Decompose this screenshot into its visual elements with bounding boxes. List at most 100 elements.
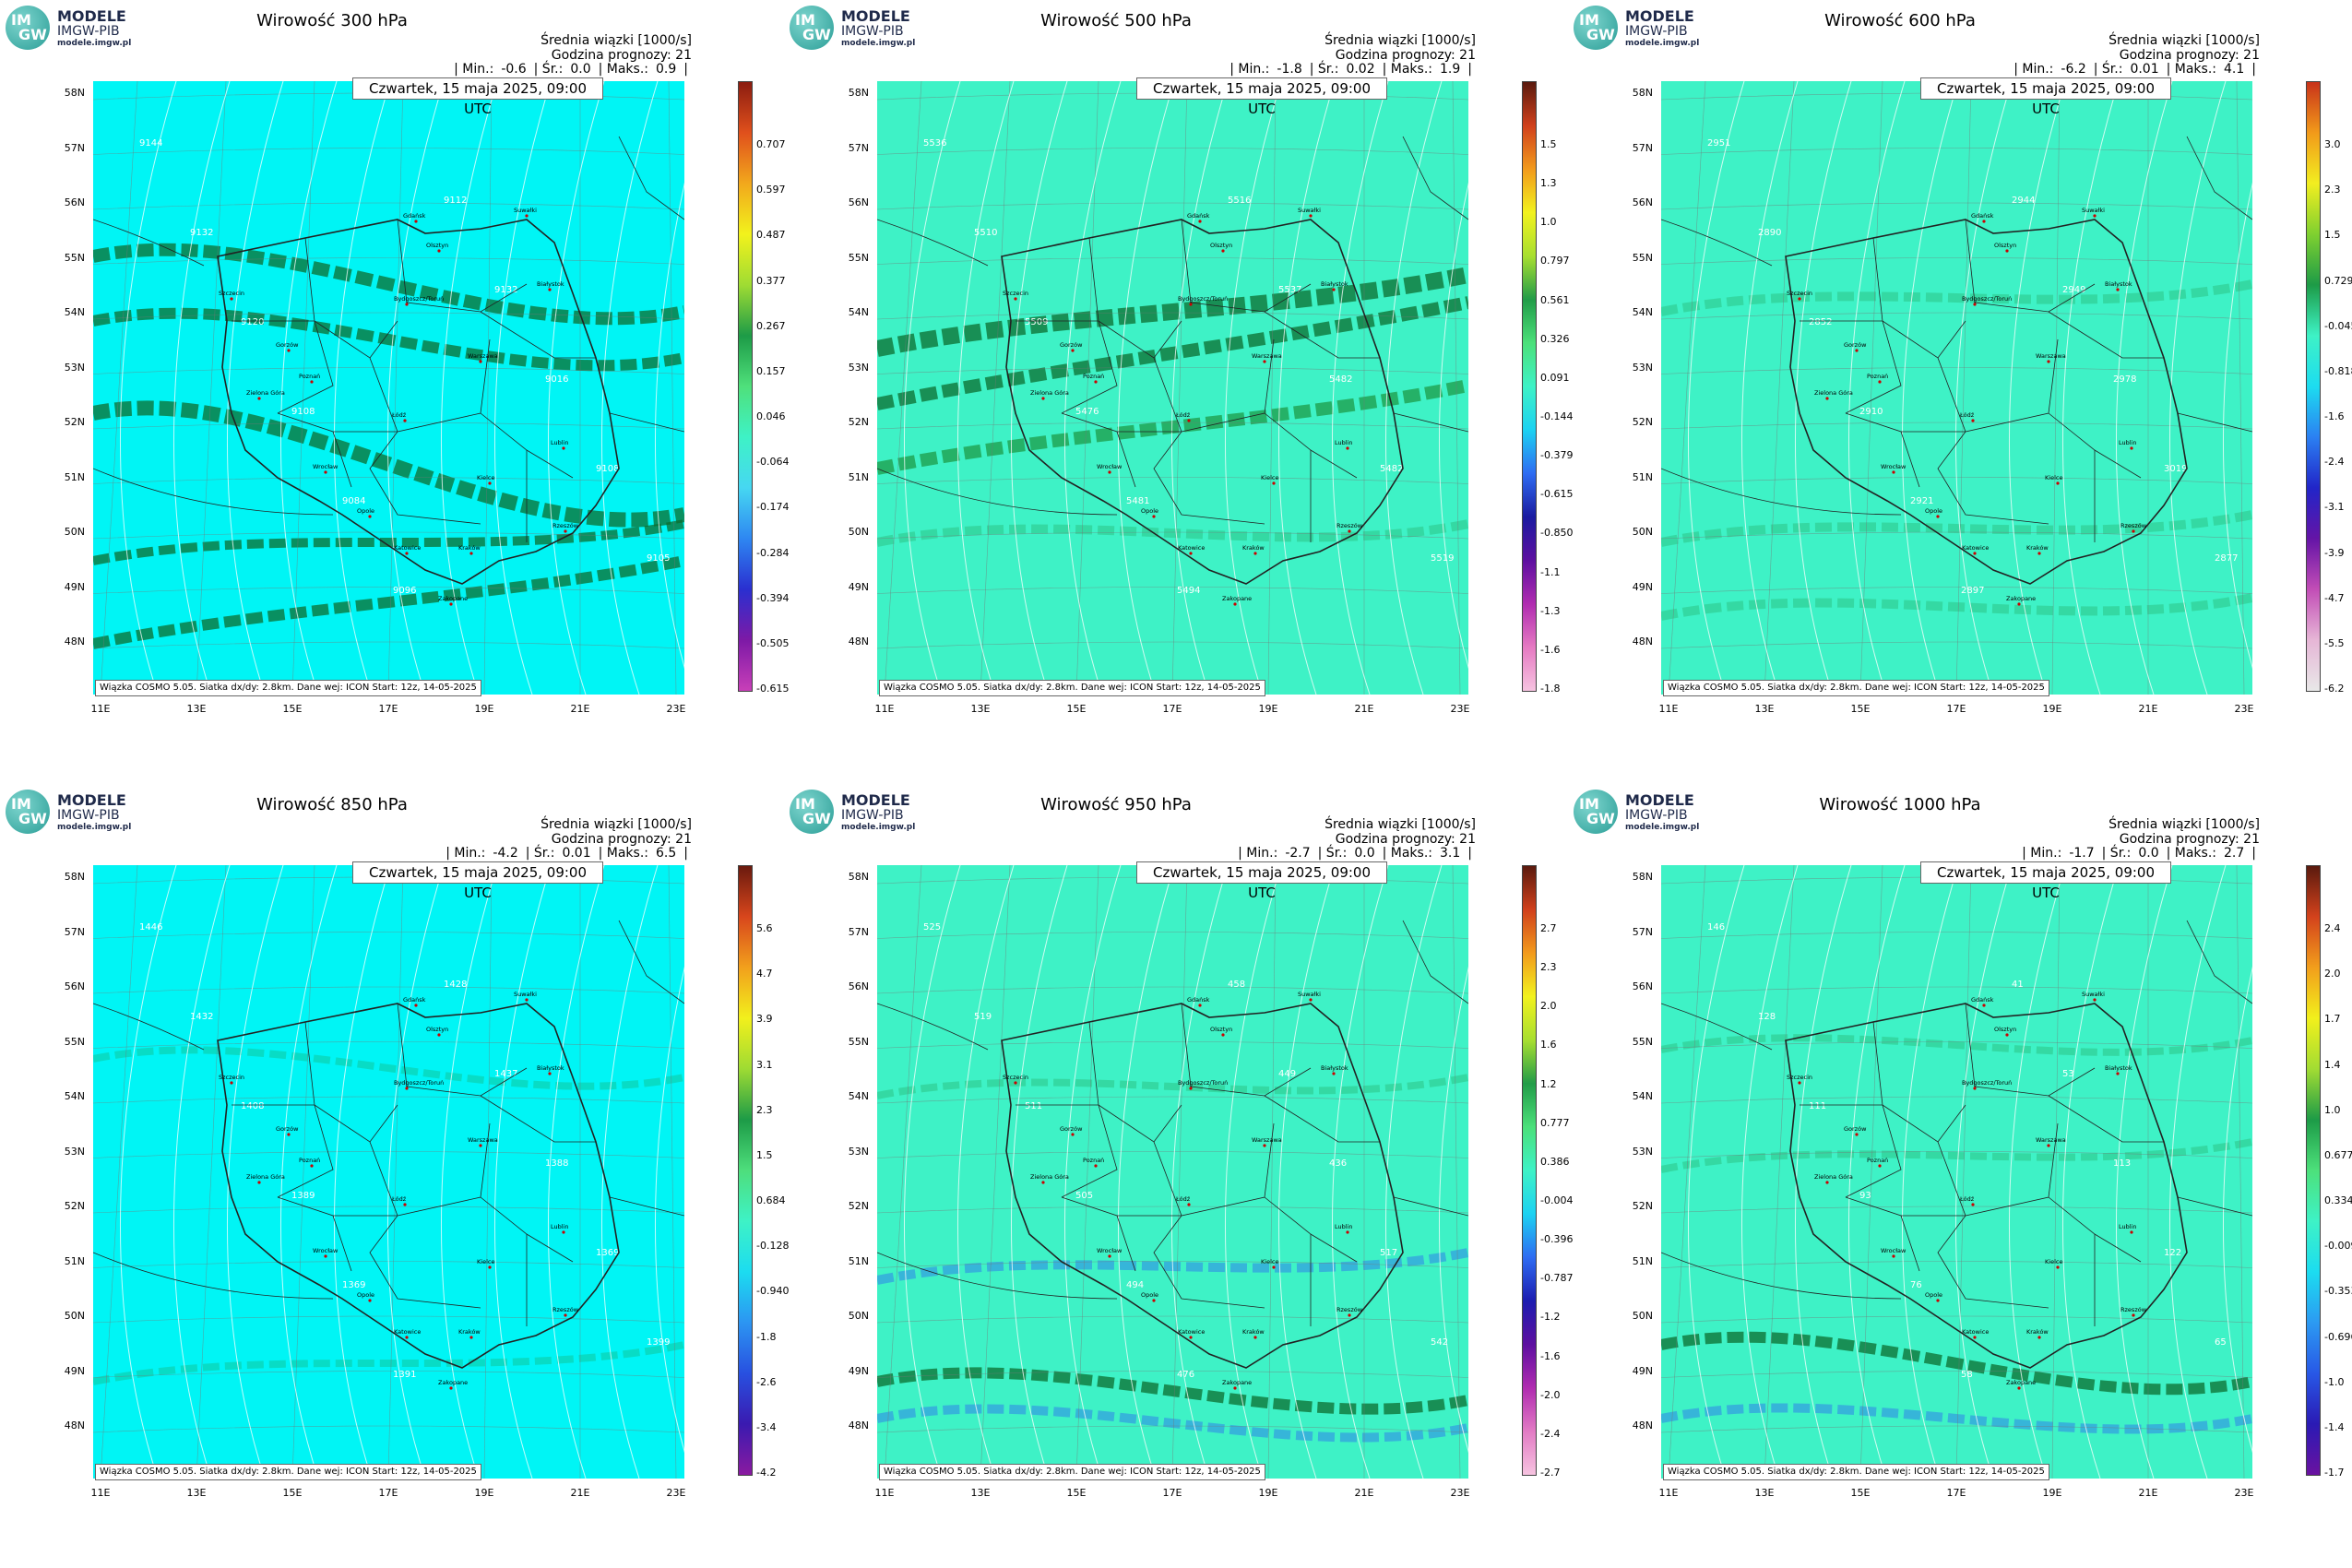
colorbar-tick-label: 1.4 bbox=[2324, 1058, 2341, 1071]
city-marker bbox=[1014, 1081, 1017, 1085]
latitude-tick-label: 50N bbox=[848, 1310, 869, 1322]
max-value: 4.1 bbox=[2224, 62, 2245, 77]
city-marker bbox=[405, 303, 409, 306]
longitude-tick-label: 23E bbox=[666, 1487, 686, 1499]
latitude-tick-label: 54N bbox=[64, 306, 85, 318]
longitude-tick-label: 13E bbox=[1754, 703, 1775, 715]
city-label: Zielona Góra bbox=[246, 389, 285, 397]
city-label: Olsztyn bbox=[426, 1026, 448, 1033]
map-area: 2951 2890 2852 2910 2921 2897 2944 2949 2978 3019… bbox=[1661, 81, 2252, 695]
contour-label: 2910 bbox=[1859, 407, 1883, 417]
colorbar bbox=[2306, 865, 2321, 1476]
vorticity-band bbox=[1661, 593, 2252, 621]
city-marker bbox=[1348, 1313, 1351, 1317]
latitude-tick-label: 55N bbox=[64, 1035, 85, 1048]
colorbar-tick-label: 0.377 bbox=[756, 274, 786, 287]
isohypse-line bbox=[1902, 81, 1959, 695]
longitude-tick-label: 19E bbox=[2042, 1487, 2062, 1499]
city-marker bbox=[1825, 1181, 1829, 1184]
neighbour-border bbox=[1661, 920, 2252, 1300]
map-panel: IM GW MODELE IMGW-PIB modele.imgw.pl Wirowość… bbox=[1568, 784, 2352, 1568]
contour-label: 5536 bbox=[923, 138, 946, 148]
longitude-line bbox=[196, 865, 227, 1479]
vorticity-band bbox=[93, 243, 684, 326]
colorbar-tick-label: -3.1 bbox=[2324, 501, 2345, 514]
isohypse-line bbox=[1171, 865, 1229, 1479]
isohypse-line bbox=[601, 865, 659, 1479]
colorbar-tick-label: 0.797 bbox=[1540, 255, 1570, 267]
city-marker bbox=[1189, 552, 1193, 555]
city-label: Białystok bbox=[537, 280, 564, 288]
city-marker bbox=[1152, 1299, 1156, 1302]
longitude-tick-label: 19E bbox=[2042, 703, 2062, 715]
poland-border bbox=[1785, 219, 2188, 585]
city-marker bbox=[449, 1386, 453, 1390]
contour-label: 5494 bbox=[1177, 586, 1200, 596]
city-marker bbox=[1108, 470, 1111, 474]
mean-label: | Śr.: bbox=[1309, 62, 1339, 77]
isohypse-line bbox=[1439, 966, 1468, 1453]
contour-label: 53 bbox=[2062, 1069, 2074, 1079]
latitude-tick-label: 48N bbox=[64, 636, 85, 647]
logo-mark-bottom: GW bbox=[18, 810, 47, 827]
longitude-tick-label: 11E bbox=[1658, 1487, 1679, 1499]
city-label: Katowice bbox=[1178, 1328, 1205, 1336]
latitude-tick-label: 56N bbox=[848, 196, 869, 208]
vorticity-band bbox=[1661, 279, 2252, 316]
colorbar-tick-label: 1.7 bbox=[2324, 1013, 2341, 1026]
forecast-line: Godzina prognozy: 21 bbox=[2119, 832, 2260, 847]
logo-mark-top: IM bbox=[795, 11, 815, 29]
latitude-line bbox=[877, 202, 1468, 210]
latitude-line bbox=[93, 587, 684, 594]
voivodeship-border bbox=[1800, 320, 1902, 414]
city-label: Białystok bbox=[1321, 280, 1348, 288]
colorbar-tick-label: 0.386 bbox=[1540, 1155, 1570, 1168]
city-label: Łódź bbox=[1175, 411, 1191, 419]
colorbar-tick-label: 2.0 bbox=[2324, 968, 2341, 980]
latitude-tick-label: 51N bbox=[848, 470, 869, 483]
city-marker bbox=[405, 1087, 409, 1090]
voivodeship-border bbox=[1088, 237, 1182, 359]
max-label: | Maks.: bbox=[598, 62, 649, 77]
min-value: -6.2 bbox=[2061, 62, 2086, 77]
colorbar-tick-label: -0.396 bbox=[1540, 1233, 1574, 1246]
contour-label: 2978 bbox=[2113, 374, 2136, 385]
longitude-tick-label: 15E bbox=[1850, 703, 1871, 715]
mean-label: | Śr.: bbox=[2093, 62, 2123, 77]
colorbar-tick-label: 3.1 bbox=[756, 1058, 773, 1071]
latitude-tick-label: 50N bbox=[64, 1310, 85, 1322]
longitude-line bbox=[980, 865, 1011, 1479]
latitude-tick-label: 50N bbox=[64, 526, 85, 538]
city-label: Zielona Góra bbox=[1814, 389, 1853, 397]
model-info-footer: Wiązka COSMO 5.05. Siatka dx/dy: 2.8km. … bbox=[1663, 1464, 2049, 1480]
isohypse-line bbox=[227, 81, 284, 695]
colorbar-tick-label: 5.6 bbox=[756, 922, 773, 934]
logo-text-line3: modele.imgw.pl bbox=[841, 823, 916, 832]
isohypse-line bbox=[2169, 81, 2227, 695]
latitude-line bbox=[93, 257, 684, 265]
stats-end: | bbox=[2251, 62, 2256, 77]
imgw-logo: IM GW MODELE IMGW-PIB modele.imgw.pl bbox=[1574, 6, 1712, 52]
stats-line: | Min.: -1.8 | Śr.: 0.02 | Maks.: 1.9 | bbox=[1226, 62, 1476, 77]
voivodeship-border bbox=[369, 1215, 481, 1309]
latitude-line bbox=[1661, 641, 2252, 649]
city-marker bbox=[1878, 1164, 1882, 1168]
city-label: Zakopane bbox=[438, 595, 468, 602]
unit-line: Średnia wiązki [1000/s] bbox=[540, 33, 692, 48]
poland-border bbox=[217, 1003, 620, 1369]
panel-title: Wirowość 950 hPa bbox=[1040, 795, 1192, 814]
city-label: Gorzów bbox=[1844, 341, 1867, 349]
city-marker bbox=[230, 297, 233, 301]
city-marker bbox=[1309, 998, 1313, 1002]
city-marker bbox=[1189, 1087, 1193, 1090]
colorbar-tick-label: 3.0 bbox=[2324, 138, 2341, 150]
voivodeship-border bbox=[480, 311, 596, 359]
isohypse-line bbox=[957, 81, 1015, 695]
isohypse-line bbox=[904, 865, 961, 1479]
city-label: Olsztyn bbox=[426, 242, 448, 249]
latitude-tick-label: 50N bbox=[1632, 526, 1653, 538]
logo-text-line2: IMGW-PIB bbox=[841, 24, 904, 39]
model-info-footer: Wiązka COSMO 5.05. Siatka dx/dy: 2.8km. … bbox=[1663, 680, 2049, 696]
longitude-tick-label: 17E bbox=[1162, 1487, 1182, 1499]
isohypse-line bbox=[2116, 865, 2173, 1479]
